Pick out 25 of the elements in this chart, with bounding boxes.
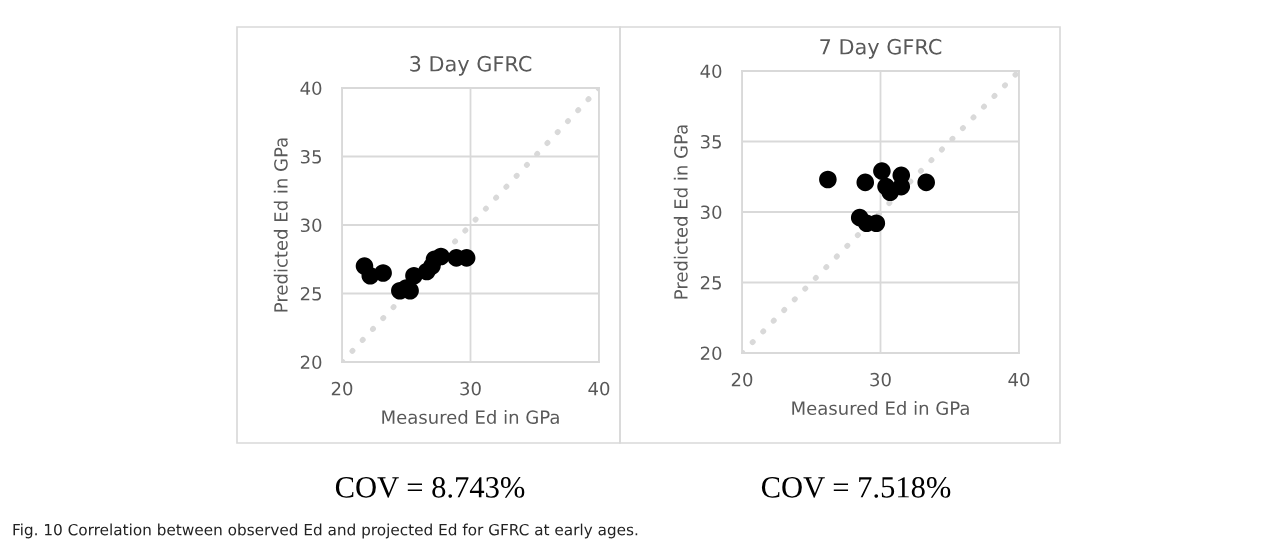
y-axis-title: Predicted Ed in GPa bbox=[673, 125, 688, 299]
chart-title: 3 Day GFRC bbox=[410, 55, 532, 76]
y-tick-label: 35 bbox=[300, 149, 321, 164]
x-tick-label: 30 bbox=[460, 381, 481, 396]
x-axis-title: Measured Ed in GPa bbox=[382, 410, 559, 425]
y-axis-title: Predicted Ed in GPa bbox=[273, 138, 288, 312]
x-tick-label: 40 bbox=[588, 381, 610, 396]
y-tick-label: 40 bbox=[300, 81, 322, 96]
text: COV = 7.518% bbox=[761, 477, 951, 498]
y-tick-label: 40 bbox=[700, 64, 722, 79]
caption: Fig. 10 Correlation between observed Ed and projected Ed for GFRC at early ages. bbox=[13, 523, 638, 539]
y-tick-label: 30 bbox=[700, 205, 722, 220]
y-tick-label: 20 bbox=[700, 346, 722, 361]
y-tick-label: 30 bbox=[300, 218, 322, 233]
y-tick-label: 20 bbox=[300, 355, 322, 370]
x-axis-title: Measured Ed in GPa bbox=[792, 401, 969, 416]
text: COV = 8.743% bbox=[335, 477, 525, 498]
x-tick-label: 30 bbox=[870, 372, 891, 387]
chart-title: 7 Day GFRC bbox=[820, 38, 942, 59]
x-tick-label: 20 bbox=[731, 372, 753, 387]
x-tick-label: 40 bbox=[1008, 372, 1030, 387]
y-tick-label: 25 bbox=[300, 286, 321, 301]
x-tick-label: 20 bbox=[331, 381, 353, 396]
y-tick-label: 35 bbox=[700, 134, 721, 149]
y-tick-label: 25 bbox=[700, 275, 721, 290]
